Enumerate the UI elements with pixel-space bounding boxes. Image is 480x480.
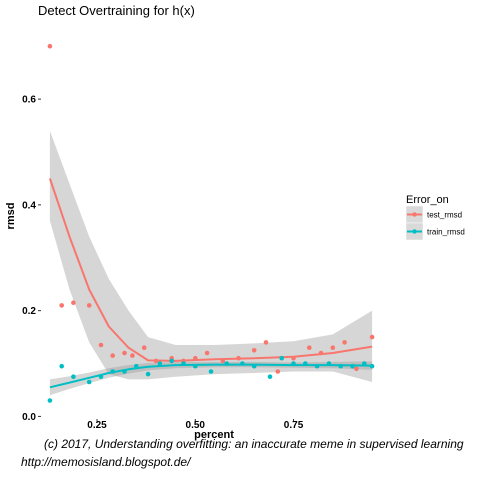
data-point-test_rmsd (318, 350, 324, 356)
data-point-test_rmsd (204, 350, 210, 356)
data-point-test_rmsd (369, 334, 375, 340)
data-point-train_rmsd (251, 363, 257, 369)
data-point-test_rmsd (193, 355, 198, 361)
y-tick-label: 0.2 (22, 306, 36, 317)
data-point-test_rmsd (110, 353, 115, 358)
data-point-train_rmsd (350, 363, 355, 369)
data-point-test_rmsd (342, 340, 347, 345)
smooth-line-train_rmsd (49, 363, 373, 389)
x-tick-label: 0.75 (284, 420, 304, 431)
data-point-test_rmsd (141, 345, 147, 351)
data-point-train_rmsd (157, 361, 163, 366)
data-point-test_rmsd (47, 43, 53, 49)
y-tick-label: 0.4 (22, 200, 36, 211)
data-point-test_rmsd (307, 345, 312, 351)
data-point-train_rmsd (224, 361, 229, 366)
legend: Error_on test_rmsd train_rmsd (405, 194, 465, 241)
legend-label-test_rmsd: test_rmsd (427, 211, 462, 220)
x-tick-label: 0.25 (87, 420, 107, 431)
legend-key-point (412, 229, 417, 234)
data-point-train_rmsd (71, 374, 76, 380)
confidence-band-train_rmsd (49, 361, 373, 396)
data-point-train_rmsd (362, 361, 367, 366)
data-point-train_rmsd (267, 374, 273, 380)
data-point-test_rmsd (263, 340, 269, 345)
data-point-train_rmsd (181, 361, 186, 366)
data-point-train_rmsd (110, 369, 115, 374)
smooth-line-test_rmsd (48, 178, 373, 362)
data-point-test_rmsd (122, 350, 127, 356)
data-point-train_rmsd (326, 361, 332, 366)
legend-key-point (412, 212, 417, 217)
data-point-test_rmsd (236, 355, 241, 361)
data-point-train_rmsd (145, 371, 151, 377)
data-point-train_rmsd (208, 369, 214, 374)
chart-title: Detect Overtraining for h(x) (38, 3, 195, 18)
axes: 0.0 0.2 0.4 0.6 0.25 0.50 0.75 (22, 95, 304, 431)
data-point-test_rmsd (86, 303, 92, 308)
x-tick-label: 0.50 (186, 420, 206, 431)
copyright-caption: (c) 2017, Understanding overfitting: an … (44, 437, 464, 451)
data-point-train_rmsd (47, 398, 53, 403)
data-point-test_rmsd (354, 366, 359, 372)
data-point-train_rmsd (193, 363, 198, 369)
data-point-test_rmsd (130, 353, 135, 358)
data-point-train_rmsd (240, 361, 245, 366)
data-point-train_rmsd (169, 358, 174, 364)
legend-label-train_rmsd: train_rmsd (427, 228, 465, 237)
smooth-lines (48, 178, 373, 389)
data-point-test_rmsd (291, 355, 296, 361)
data-point-train_rmsd (86, 379, 92, 385)
data-point-train_rmsd (369, 363, 375, 369)
y-tick-label: 0.6 (22, 95, 36, 106)
data-point-train_rmsd (291, 361, 296, 366)
data-point-test_rmsd (275, 369, 281, 374)
data-point-test_rmsd (98, 342, 104, 348)
data-point-train_rmsd (122, 369, 127, 374)
x-axis-label: percent (194, 429, 234, 441)
data-point-test_rmsd (59, 303, 64, 308)
data-point-train_rmsd (338, 363, 344, 369)
data-point-test_rmsd (251, 348, 257, 353)
url-caption: http://memosisland.blogspot.de/ (21, 455, 191, 469)
data-point-test_rmsd (330, 345, 336, 351)
data-point-train_rmsd (303, 361, 308, 366)
y-axis-label: rmsd (5, 203, 17, 230)
data-point-train_rmsd (314, 363, 320, 369)
y-tick-label: 0.0 (22, 412, 36, 423)
confidence-band-test_rmsd (49, 130, 373, 382)
legend-title: Error_on (406, 194, 449, 206)
data-point-train_rmsd (59, 363, 64, 369)
data-point-train_rmsd (279, 355, 285, 361)
data-points (47, 43, 375, 403)
confidence-bands (49, 130, 373, 396)
data-point-test_rmsd (71, 300, 76, 306)
data-point-train_rmsd (134, 363, 139, 369)
data-point-train_rmsd (98, 374, 104, 380)
data-point-test_rmsd (153, 358, 159, 364)
data-point-test_rmsd (220, 358, 226, 364)
